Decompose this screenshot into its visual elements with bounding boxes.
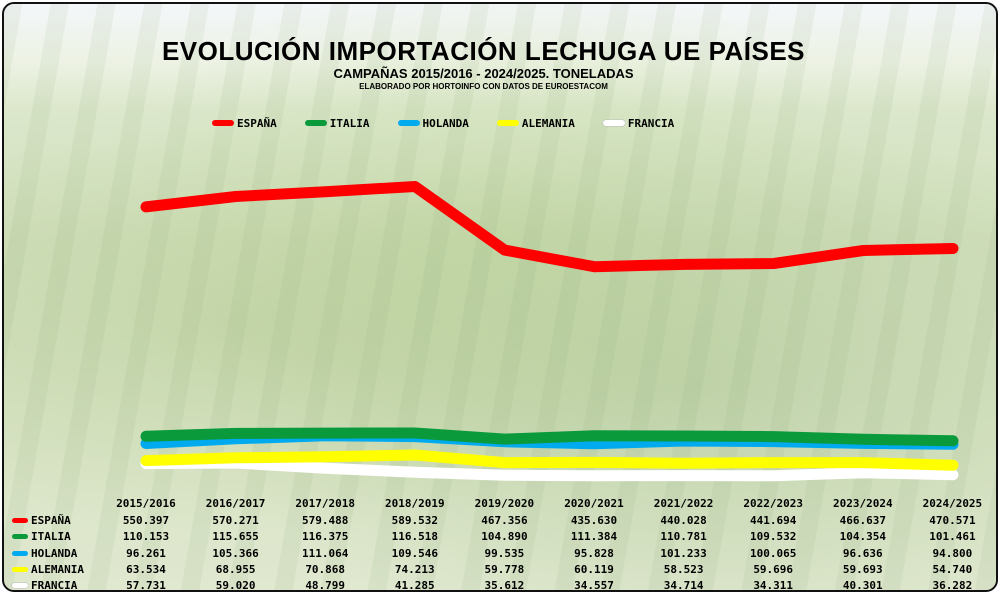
data-point	[235, 196, 237, 197]
data-point	[952, 248, 954, 249]
series-italia	[140, 427, 959, 447]
data-point	[683, 263, 685, 265]
data-point	[145, 443, 147, 444]
data-point	[593, 461, 595, 463]
data-point	[862, 462, 864, 464]
data-point	[773, 436, 775, 438]
legend-label: ITALIA	[329, 116, 370, 130]
data-point	[145, 460, 147, 462]
data-point	[324, 467, 326, 469]
data-point	[952, 440, 954, 442]
data-point	[593, 475, 595, 477]
legend-item: ITALIA	[304, 115, 370, 131]
data-point	[683, 435, 685, 437]
data-point	[593, 266, 595, 268]
data-point	[773, 263, 775, 264]
series-line-italia	[140, 427, 959, 447]
data-point	[145, 435, 147, 437]
data-point	[952, 464, 954, 466]
data-point	[773, 475, 775, 477]
data-point	[862, 438, 864, 440]
data-point	[414, 454, 416, 456]
data-point	[504, 249, 506, 251]
legend-item: ESPAÑA	[212, 115, 277, 131]
data-point	[504, 438, 506, 440]
legend-label: HOLANDA	[422, 116, 469, 130]
legend-swatch	[304, 120, 327, 126]
legend-label: ESPAÑA	[237, 116, 277, 130]
data-point	[862, 472, 864, 474]
chart-subtitle: CAMPAÑAS 2015/2016 - 2024/2025. TONELADA…	[333, 66, 634, 81]
legend-label: ALEMANIA	[521, 116, 575, 130]
data-point	[952, 474, 954, 476]
data-point	[414, 471, 416, 473]
legend-item: HOLANDA	[397, 115, 469, 131]
data-point	[324, 456, 326, 458]
data-point	[683, 462, 685, 464]
data-point	[414, 186, 416, 187]
legend: ESPAÑA ITALIA HOLANDA ALEMANIA FRANCIA	[212, 115, 702, 131]
data-point	[593, 443, 595, 445]
legend-swatch	[212, 120, 234, 126]
series-españa	[140, 181, 959, 273]
data-point	[324, 432, 326, 434]
data-point	[504, 474, 506, 476]
legend-item: ALEMANIA	[496, 115, 575, 131]
series-line-alemania	[140, 449, 959, 471]
data-point	[145, 206, 147, 208]
data-point	[593, 435, 595, 437]
series-line-españa	[140, 181, 959, 273]
legend-swatch	[397, 120, 420, 126]
data-point	[324, 191, 326, 193]
data-point	[683, 475, 685, 477]
legend-swatch	[602, 120, 625, 126]
data-point	[414, 432, 416, 434]
chart-title: EVOLUCIÓN IMPORTACIÓN LECHUGA UE PAÍSES	[161, 36, 806, 66]
data-point	[773, 462, 775, 464]
data-point	[504, 462, 506, 464]
data-point	[235, 432, 237, 434]
data-point	[862, 250, 864, 251]
legend-item: FRANCIA	[602, 115, 675, 131]
data-point	[235, 457, 237, 459]
chart-source: ELABORADO POR HORTOINFO CON DATOS DE EUR…	[359, 82, 608, 91]
legend-label: FRANCIA	[627, 116, 675, 130]
series-alemania	[140, 449, 959, 471]
legend-swatch	[496, 120, 519, 126]
series-line-francia	[140, 457, 959, 482]
